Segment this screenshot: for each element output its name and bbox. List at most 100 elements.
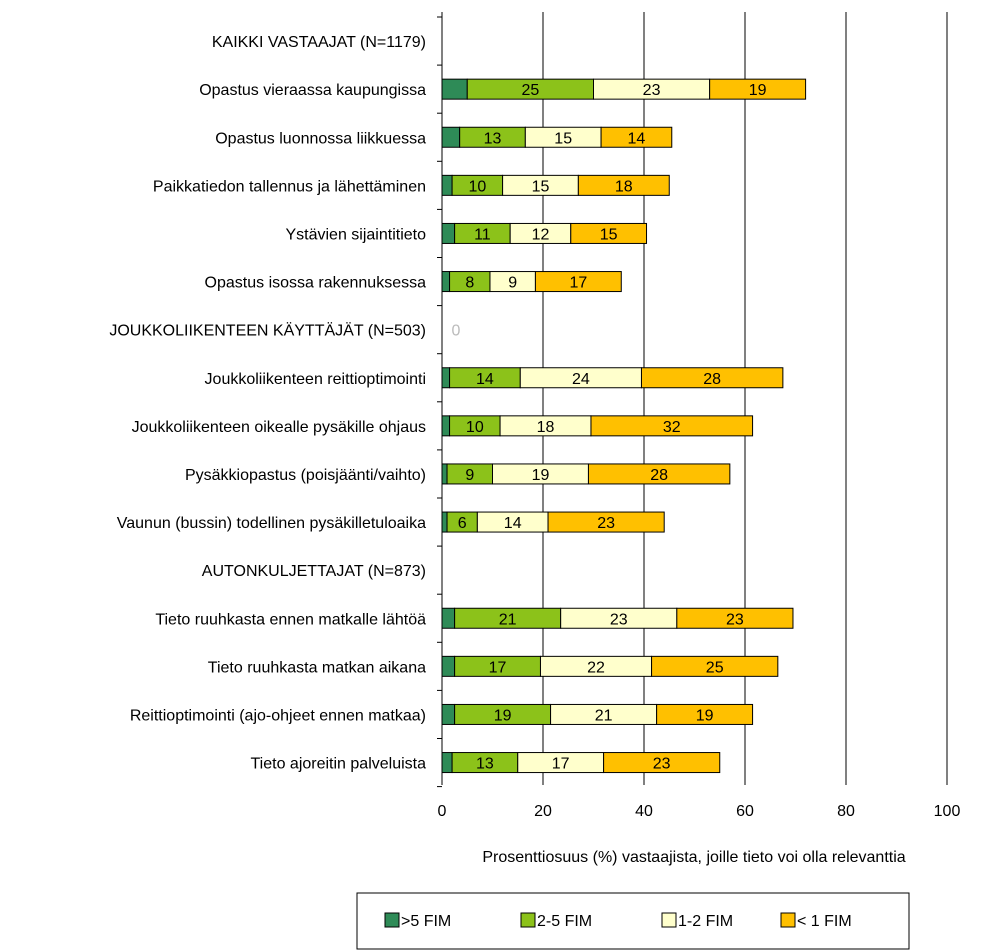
- bar-segment: [570, 222, 648, 244]
- bar-data-label: 23: [726, 611, 744, 628]
- bar-data-label: 8: [465, 275, 474, 292]
- legend-box: [356, 892, 910, 950]
- bar-data-label: 18: [537, 419, 555, 436]
- bar-data-label: 14: [476, 371, 494, 388]
- x-tick-label: 60: [736, 803, 754, 820]
- bar-data-label: 19: [749, 82, 767, 99]
- bar-data-label: 18: [615, 178, 633, 195]
- category-label: Joukkoliikenteen oikealle pysäkille ohja…: [132, 419, 426, 436]
- category-label: Tieto ajoreitin palveluista: [251, 756, 427, 773]
- bar-data-label: 23: [610, 611, 628, 628]
- category-label: Reittioptimointi (ajo-ohjeet ennen matka…: [130, 707, 426, 724]
- bar-data-label: 19: [494, 707, 512, 724]
- bar-segment: [441, 655, 456, 677]
- bar-data-label: 25: [706, 659, 724, 676]
- bar-data-label: 17: [489, 659, 507, 676]
- bar-segment: [651, 655, 779, 677]
- bar-segment: [534, 271, 622, 293]
- category-label: Joukkoliikenteen reittioptimointi: [205, 371, 426, 388]
- bar-data-label: 13: [484, 130, 502, 147]
- category-label: JOUKKOLIIKENTEEN KÄYTTÄJÄT (N=503): [109, 322, 426, 340]
- legend-entry-label: >5 FIM: [401, 913, 451, 930]
- bar-segment: [709, 78, 807, 100]
- bar-data-label: 17: [552, 756, 570, 773]
- bar-data-label: 23: [597, 515, 615, 532]
- bar-data-label: 9: [465, 467, 474, 484]
- legend-entry-label: < 1 FIM: [797, 913, 852, 930]
- bar-data-label: 14: [628, 130, 646, 147]
- bar-data-label: 25: [521, 82, 539, 99]
- bar-data-label: 13: [476, 756, 494, 773]
- bar-segment: [656, 703, 754, 725]
- x-tick-label: 20: [534, 803, 552, 820]
- bar-data-label: 22: [587, 659, 605, 676]
- category-label: KAIKKI VASTAAJAT (N=1179): [212, 34, 426, 51]
- bar-data-label: 17: [569, 275, 587, 292]
- category-label: Tieto ruuhkasta matkan aikana: [208, 659, 426, 676]
- category-label: Opastus vieraassa kaupungissa: [199, 82, 426, 99]
- bar-segment: [441, 463, 448, 485]
- legend-entry-label: 1-2 FIM: [678, 913, 733, 930]
- bar-data-label: 0: [452, 323, 461, 340]
- category-label: AUTONKULJETTAJAT (N=873): [202, 563, 426, 580]
- bar-segment: [676, 607, 794, 629]
- bar-segment: [441, 126, 461, 148]
- x-tick-label: 80: [837, 803, 855, 820]
- bar-data-label: 15: [532, 178, 550, 195]
- bar-segment: [441, 607, 456, 629]
- bar-data-label: 21: [595, 707, 613, 724]
- legend-swatch: [661, 912, 677, 928]
- bar-segment: [603, 752, 721, 774]
- x-tick-label: 0: [438, 803, 447, 820]
- bar-data-label: 15: [554, 130, 572, 147]
- category-label: Ystävien sijaintitieto: [285, 226, 426, 243]
- bar-data-label: 19: [532, 467, 550, 484]
- bar-data-label: 12: [532, 226, 550, 243]
- category-label: Pysäkkiopastus (poisjäänti/vaihto): [185, 467, 426, 484]
- legend-swatch: [520, 912, 536, 928]
- category-label: Vaunun (bussin) todellinen pysäkilletulo…: [117, 515, 426, 532]
- bar-data-label: 24: [572, 371, 590, 388]
- x-tick-label: 40: [635, 803, 653, 820]
- bar-data-label: 10: [468, 178, 486, 195]
- bar-data-label: 23: [643, 82, 661, 99]
- bar-data-label: 23: [653, 756, 671, 773]
- category-label: Opastus isossa rakennuksessa: [205, 275, 427, 292]
- bar-segment: [441, 511, 448, 533]
- x-tick-label: 100: [934, 803, 961, 820]
- bar-segment: [441, 415, 451, 437]
- bar-data-label: 10: [466, 419, 484, 436]
- legend-entry-label: 2-5 FIM: [537, 913, 592, 930]
- bar-segment: [441, 367, 451, 389]
- bar-segment: [441, 752, 453, 774]
- bar-segment: [441, 222, 456, 244]
- bar-data-label: 11: [474, 226, 491, 243]
- bar-segment: [441, 174, 453, 196]
- bar-segment: [441, 78, 468, 100]
- bar-segment: [441, 271, 451, 293]
- bar-segment: [640, 367, 784, 389]
- legend: >5 FIM 2-5 FIM 1-2 FIM < 1 FIM: [356, 892, 910, 950]
- bar-data-label: 21: [499, 611, 517, 628]
- axes: 0 20 40 60 80 100: [437, 12, 960, 820]
- bar-data-label: 28: [703, 371, 721, 388]
- bar-segment: [441, 703, 456, 725]
- bar-segment: [590, 415, 754, 437]
- bar-data-label: 9: [508, 275, 517, 292]
- bar-data-label: 6: [458, 515, 467, 532]
- bar-data-label: 28: [650, 467, 668, 484]
- bar-data-label: 15: [600, 226, 618, 243]
- bar-segments: 25 23 19 13 15 14 10 15 18 11 12 15 8 9 17 14 24 28 10 18 32…: [441, 78, 807, 774]
- category-label: Tieto ruuhkasta ennen matkalle lähtöä: [155, 611, 426, 628]
- category-label: Opastus luonnossa liikkuessa: [215, 130, 426, 147]
- category-label: Paikkatiedon tallennus ja lähettäminen: [153, 178, 426, 195]
- legend-swatch: [384, 912, 400, 928]
- bar-segment: [547, 511, 665, 533]
- category-labels: KAIKKI VASTAAJAT (N=1179) Opastus vieraas…: [109, 34, 427, 773]
- bar-segment: [587, 463, 731, 485]
- bar-data-label: 19: [696, 707, 714, 724]
- bar-segment: [577, 174, 670, 196]
- legend-swatch: [780, 912, 796, 928]
- bar-data-label: 32: [663, 419, 681, 436]
